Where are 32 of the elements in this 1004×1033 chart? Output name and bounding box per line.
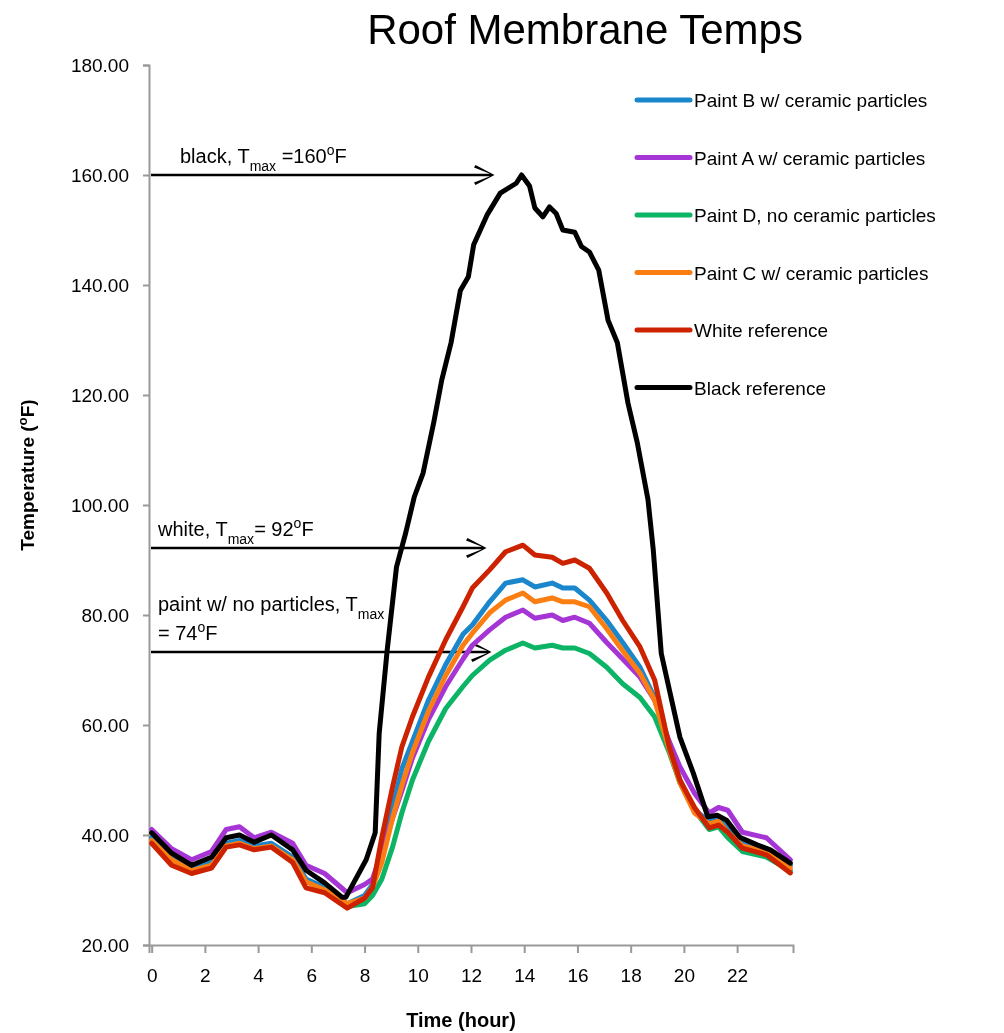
- x-tick-label: 0: [146, 965, 158, 987]
- x-tick-label: 16: [567, 965, 589, 987]
- y-tick-label: 140.00: [70, 274, 129, 296]
- y-tick-label: 80.00: [81, 604, 129, 626]
- y-tick-label: 60.00: [81, 714, 129, 736]
- chart-title: Roof Membrane Temps: [367, 6, 803, 53]
- x-tick-label: 2: [200, 965, 211, 987]
- y-tick-label: 160.00: [70, 164, 129, 186]
- x-tick-label: 6: [306, 965, 318, 987]
- annotation: white, T$_{max}$= 92$^{o}$F: [157, 515, 314, 547]
- x-tick-label: 14: [514, 965, 536, 987]
- text: paint w/ no particles, T$_{max}$ = 74$^{o}$F: [158, 593, 385, 644]
- x-tick-label: 18: [620, 965, 642, 987]
- y-tick-label: 20.00: [81, 934, 129, 956]
- x-tick-label: 8: [359, 965, 371, 987]
- y-tick-label: 40.00: [81, 824, 129, 846]
- y-tick-label: 120.00: [70, 384, 129, 406]
- legend-label: Black reference: [694, 377, 827, 399]
- x-tick-label: 20: [673, 965, 695, 987]
- legend-label: White reference: [694, 320, 829, 341]
- x-axis-title: Time (hour): [406, 1009, 516, 1031]
- x-tick-label: 10: [407, 965, 429, 987]
- y-tick-label: 180.00: [70, 54, 129, 76]
- annotation: black, T$_{max}$ =160$^{o}$F: [180, 142, 347, 174]
- legend-label: Paint B w/ ceramic particles: [694, 90, 928, 111]
- legend-label: Paint D, no ceramic particles: [694, 205, 936, 226]
- x-tick-label: 22: [727, 965, 749, 987]
- legend-label: Paint C w/ ceramic particles: [694, 262, 929, 284]
- x-tick-label: 12: [460, 965, 483, 987]
- y-tick-label: 100.00: [70, 494, 129, 516]
- legend-label: Paint A w/ ceramic particles: [694, 147, 926, 169]
- x-tick-label: 4: [253, 965, 265, 987]
